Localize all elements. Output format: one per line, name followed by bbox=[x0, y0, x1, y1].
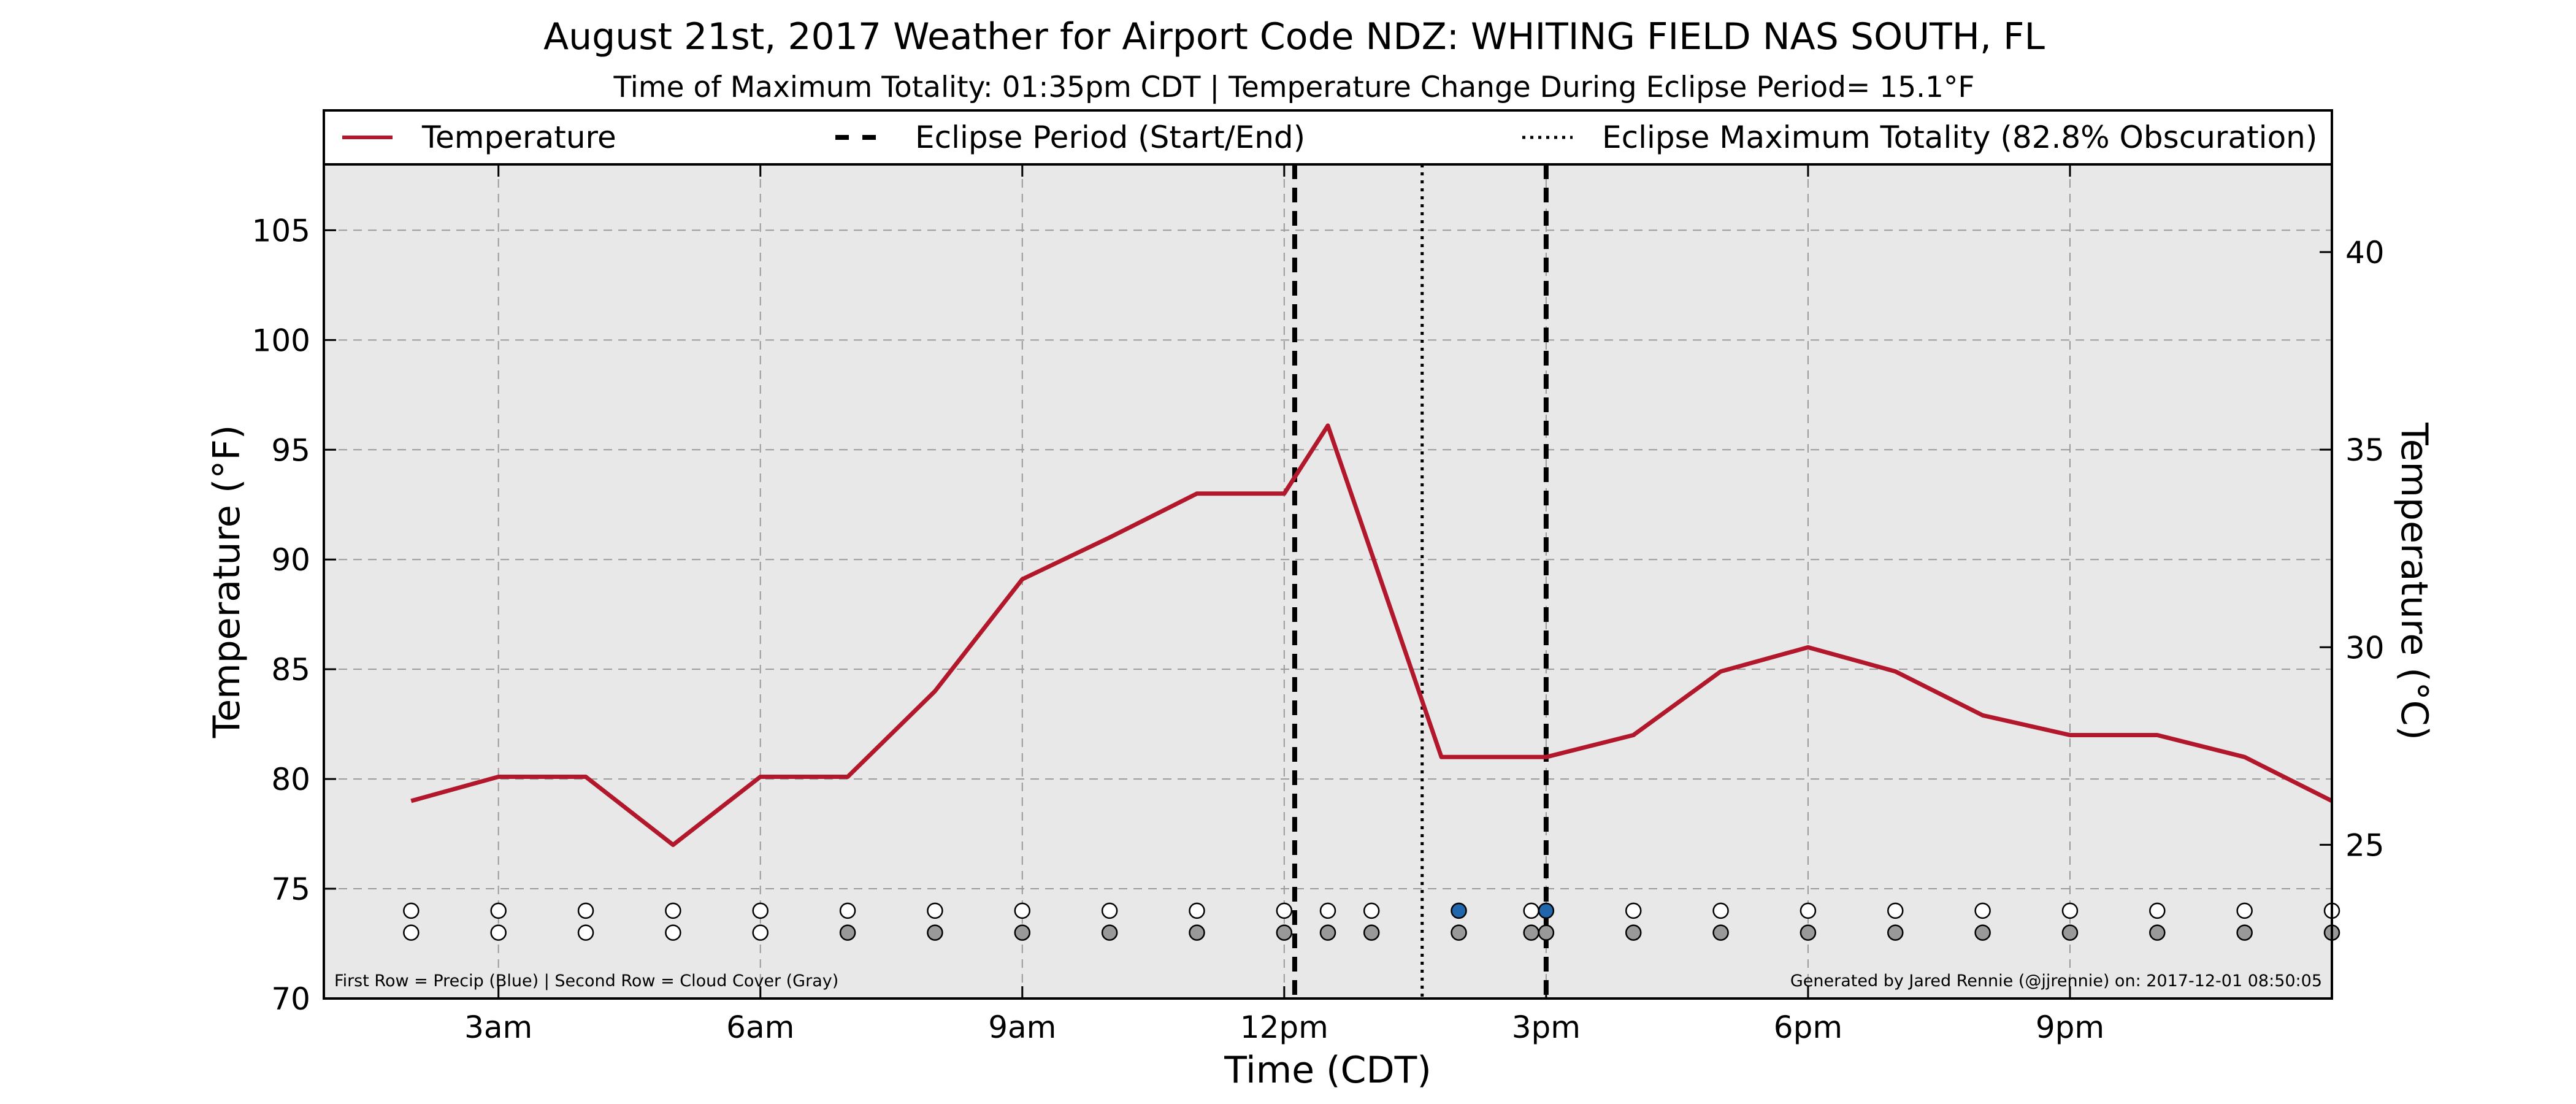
chart-title: August 21st, 2017 Weather for Airport Co… bbox=[543, 15, 2045, 58]
x-axis-label: Time (CDT) bbox=[1224, 1049, 1431, 1092]
grid-lines bbox=[324, 164, 2332, 999]
cloud-marker bbox=[490, 924, 507, 941]
precip-marker bbox=[665, 902, 681, 919]
annotation-left: First Row = Precip (Blue) | Second Row =… bbox=[334, 972, 838, 991]
y-tick-label: 85 bbox=[271, 652, 310, 688]
y-tick-label: 100 bbox=[252, 323, 310, 358]
precip-marker bbox=[577, 902, 594, 919]
precip-marker bbox=[2149, 902, 2166, 919]
precip-marker bbox=[1523, 902, 1539, 919]
plot-area bbox=[324, 164, 2332, 999]
precip-marker bbox=[2236, 902, 2253, 919]
temperature-line bbox=[410, 423, 2333, 847]
cloud-marker bbox=[1014, 924, 1031, 941]
x-tick-label: 3am bbox=[464, 1010, 532, 1045]
precip-marker bbox=[1538, 902, 1555, 919]
precip-marker bbox=[752, 902, 769, 919]
cloud-marker bbox=[1887, 924, 1904, 941]
precip-marker bbox=[1451, 902, 1467, 919]
cloud-marker bbox=[1625, 924, 1642, 941]
y-right-tick-label: 30 bbox=[2345, 630, 2385, 665]
precip-marker bbox=[1014, 902, 1031, 919]
precip-marker bbox=[839, 902, 856, 919]
marker-rows bbox=[403, 902, 2340, 941]
y-tick-label: 75 bbox=[271, 872, 310, 907]
cloud-marker bbox=[577, 924, 594, 941]
cloud-marker bbox=[665, 924, 681, 941]
precip-marker bbox=[1276, 902, 1293, 919]
cloud-marker bbox=[1974, 924, 1991, 941]
precip-marker bbox=[1625, 902, 1642, 919]
legend-box bbox=[323, 109, 2333, 166]
legend-label-eclipse-period: Eclipse Period (Start/End) bbox=[915, 120, 1305, 155]
y-right-tick-label: 25 bbox=[2345, 827, 2385, 863]
cloud-marker bbox=[1712, 924, 1729, 941]
y-axis-label: Temperature (°F) bbox=[205, 425, 248, 738]
x-tick-label: 6am bbox=[726, 1010, 794, 1045]
cloud-marker bbox=[839, 924, 856, 941]
precip-marker bbox=[403, 902, 420, 919]
precip-marker bbox=[1800, 902, 1817, 919]
legend: Temperature Eclipse Period (Start/End) E… bbox=[323, 109, 2333, 166]
precip-marker bbox=[2061, 902, 2079, 919]
legend-label-eclipse-max: Eclipse Maximum Totality (82.8% Obscurat… bbox=[1602, 120, 2317, 155]
eclipse-lines bbox=[1292, 164, 1549, 999]
y-tick-label: 95 bbox=[271, 432, 310, 468]
y-tick-label: 105 bbox=[252, 213, 310, 248]
y-right-tick-label: 35 bbox=[2345, 432, 2385, 468]
x-tick-label: 9am bbox=[988, 1010, 1056, 1045]
cloud-marker bbox=[1189, 924, 1205, 941]
annotation-right: Generated by Jared Rennie (@jjrennie) on… bbox=[1790, 972, 2322, 991]
x-tick-label: 12pm bbox=[1240, 1010, 1328, 1045]
y-right-tick-label: 40 bbox=[2345, 235, 2385, 270]
cloud-marker bbox=[1276, 924, 1293, 941]
cloud-marker bbox=[1523, 924, 1539, 941]
axis-ticks: 70 75 80 85 90 95 100 105 25 30 35 40 3am 6am 9am 12pm 3… bbox=[252, 164, 2385, 1045]
precip-marker bbox=[1101, 902, 1118, 919]
precip-marker bbox=[927, 902, 943, 919]
y-tick-label: 70 bbox=[271, 981, 310, 1017]
legend-label-temperature: Temperature bbox=[421, 120, 616, 155]
precip-marker bbox=[1887, 902, 1904, 919]
x-tick-label: 6pm bbox=[1774, 1010, 1842, 1045]
precip-marker bbox=[1974, 902, 1991, 919]
precip-marker bbox=[1712, 902, 1729, 919]
cloud-marker bbox=[1800, 924, 1817, 941]
cloud-marker bbox=[2061, 924, 2079, 941]
cloud-marker bbox=[1451, 924, 1467, 941]
precip-marker bbox=[1319, 902, 1336, 919]
cloud-marker bbox=[2236, 924, 2253, 941]
cloud-marker bbox=[1538, 924, 1555, 941]
x-tick-label: 9pm bbox=[2036, 1010, 2104, 1045]
precip-marker bbox=[1363, 902, 1380, 919]
cloud-marker bbox=[2149, 924, 2166, 941]
y-tick-label: 90 bbox=[271, 542, 310, 578]
y-axis-label-right: Temperature (°C) bbox=[2393, 422, 2436, 740]
cloud-marker bbox=[752, 924, 769, 941]
chart-subtitle: Time of Maximum Totality: 01:35pm CDT | … bbox=[613, 71, 1975, 104]
x-tick-label: 3pm bbox=[1512, 1010, 1581, 1045]
cloud-marker bbox=[1319, 924, 1336, 941]
cloud-marker bbox=[1101, 924, 1118, 941]
precip-marker bbox=[1189, 902, 1205, 919]
cloud-marker bbox=[403, 924, 420, 941]
cloud-marker bbox=[1363, 924, 1380, 941]
y-tick-label: 80 bbox=[271, 762, 310, 797]
precip-marker bbox=[490, 902, 507, 919]
series-layer bbox=[410, 423, 2333, 847]
cloud-marker bbox=[927, 924, 943, 941]
